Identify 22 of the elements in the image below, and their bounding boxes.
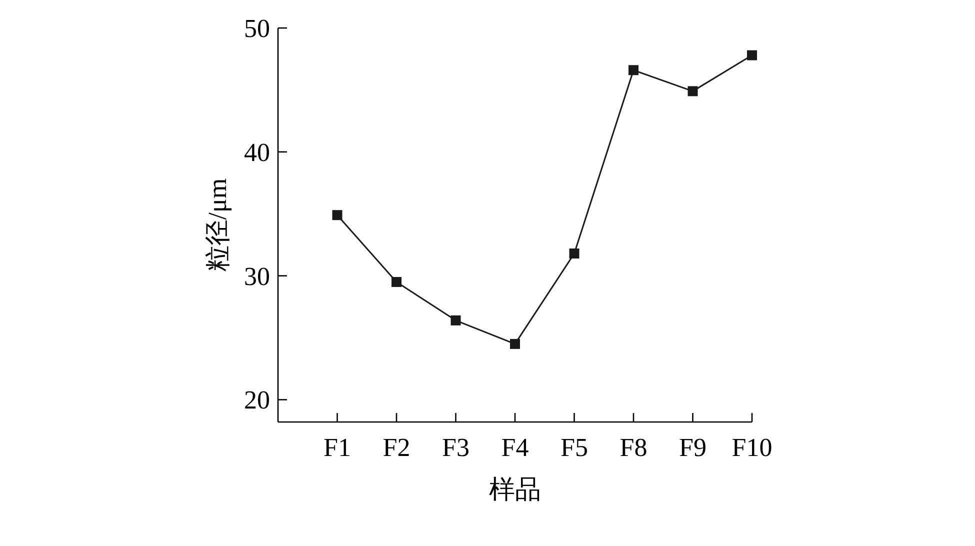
point: [628, 65, 638, 76]
y-tick-label: 30: [244, 262, 270, 291]
y-tick-label: 20: [244, 386, 270, 415]
x-tick-label: F3: [442, 433, 470, 462]
point: [688, 86, 698, 96]
point: [332, 210, 342, 220]
y-tick-label: 50: [244, 14, 270, 43]
x-tick-label: F9: [679, 433, 706, 462]
x-tick-label: F2: [382, 433, 410, 462]
point: [747, 50, 757, 60]
x-tick-label: F1: [324, 433, 351, 462]
y-tick-label: 40: [244, 138, 270, 167]
point: [510, 338, 520, 349]
x-axis-title: 样品: [489, 475, 541, 504]
x-tick-label: F8: [620, 433, 648, 462]
x-tick-label: F10: [732, 433, 772, 462]
point: [569, 248, 580, 258]
y-axis-title: 粒径/μm: [203, 178, 232, 272]
point: [450, 315, 461, 326]
point: [392, 276, 402, 287]
x-tick-label: F4: [501, 433, 529, 462]
x-tick-label: F5: [560, 433, 588, 462]
